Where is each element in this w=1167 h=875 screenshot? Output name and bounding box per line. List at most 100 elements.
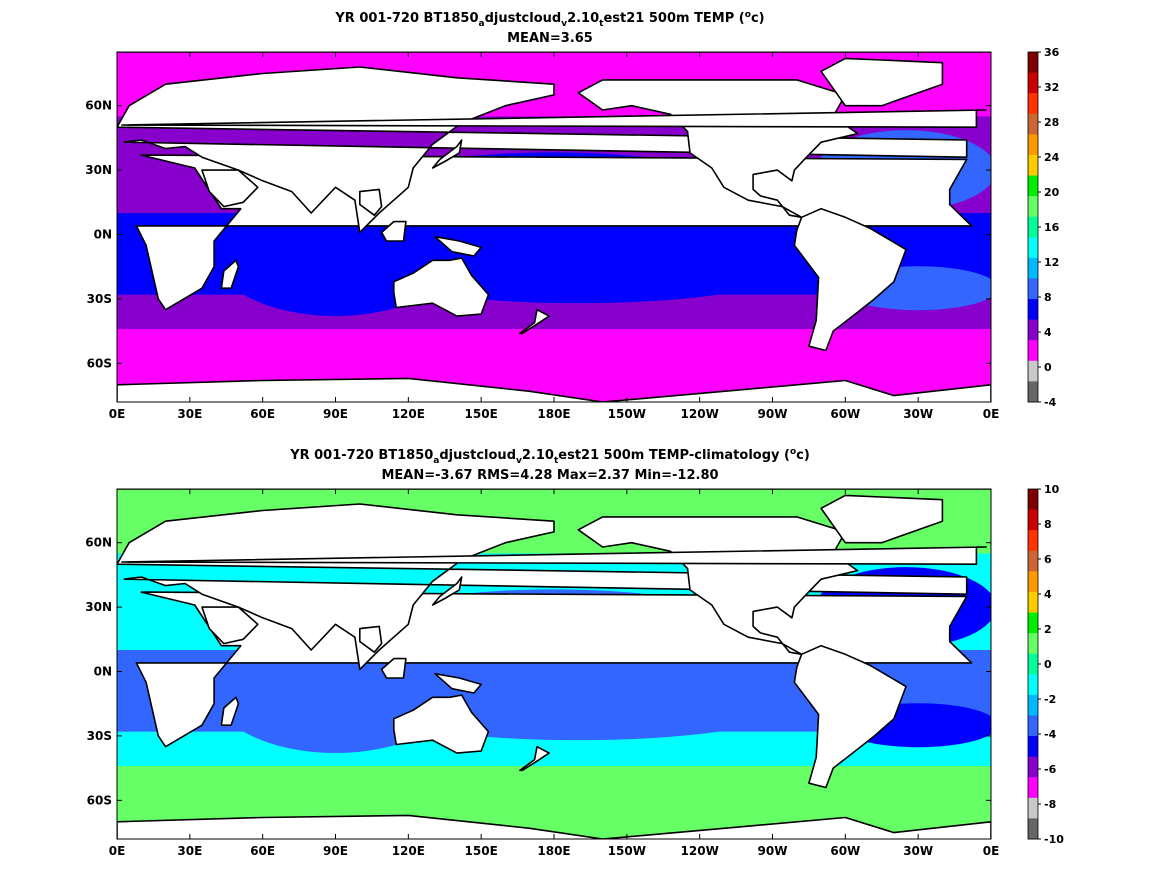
colorbar-swatch	[1028, 736, 1038, 758]
colorbar-tick-label: 16	[1044, 221, 1060, 234]
landmass-arctic	[117, 52, 991, 53]
colorbar-swatch	[1028, 299, 1038, 321]
colorbar-swatch	[1028, 509, 1038, 531]
colorbar-swatch	[1028, 591, 1038, 614]
landmass-nz	[519, 745, 550, 772]
y-tick-label: 0N	[94, 228, 112, 242]
y-tick-label: 30N	[85, 163, 112, 177]
landmass-borneo	[380, 657, 407, 679]
landmass-antarctica	[117, 377, 991, 402]
landmass-madagascar	[220, 259, 240, 290]
colorbar-tick-label: 36	[1044, 46, 1060, 59]
colorbar-swatch	[1028, 674, 1038, 696]
x-tick-label: 0E	[983, 844, 1000, 858]
colorbar-swatch	[1028, 530, 1038, 552]
colorbar-tick-label: 10	[1044, 483, 1060, 496]
map-bottom: 0E 30E 60E 90E 120E 150E 180E 150W 120W 90W 60W 30W…	[85, 483, 1064, 858]
colorbar-swatch	[1028, 134, 1038, 156]
colorbar-swatch	[1028, 571, 1038, 593]
y-tick-label: 60N	[85, 536, 112, 550]
y-tick-label: 60N	[85, 99, 112, 113]
landmass-japan	[431, 576, 463, 606]
landmass-greenland	[820, 57, 944, 107]
x-tick-label: 30E	[177, 407, 202, 421]
landmass-arabia	[201, 606, 259, 645]
landmass-indochina	[358, 188, 383, 216]
colorbar-tick-label: -4	[1044, 396, 1057, 409]
x-tick-label: 30E	[177, 844, 202, 858]
landmass-eurasia	[117, 66, 968, 234]
colorbar-tick-label: 2	[1044, 623, 1052, 636]
x-tick-label: 60E	[250, 407, 275, 421]
y-tick-label: 0N	[94, 665, 112, 679]
x-tick-label: 150W	[608, 844, 646, 858]
colorbar-swatch	[1028, 216, 1038, 238]
colorbar-tick-label: 12	[1044, 256, 1059, 269]
landmass-newguinea	[434, 235, 483, 257]
colorbar-tick-label: 0	[1044, 658, 1052, 671]
landmass-newguinea	[434, 672, 483, 694]
colorbar-tick-label: 0	[1044, 361, 1052, 374]
colorbar-tick-label: -8	[1044, 798, 1056, 811]
landmass-samerica	[793, 207, 907, 352]
colorbar-swatch	[1028, 612, 1038, 634]
panel-bottom: YR 001-720 BT1850adjustcloudv2.10test21 …	[0, 437, 1167, 875]
x-tick-label: 90E	[323, 407, 348, 421]
y-tick-label: 60S	[87, 356, 112, 370]
panel-top: YR 001-720 BT1850adjustcloudv2.10test21 …	[0, 0, 1167, 437]
colorbar-tick-label: 24	[1044, 151, 1060, 164]
colorbar-swatch	[1028, 381, 1038, 403]
colorbar-swatch	[1028, 715, 1038, 737]
x-tick-label: 150E	[465, 407, 498, 421]
colorbar-tick-label: 8	[1044, 291, 1052, 304]
panel-title: YR 001-720 BT1850adjustcloudv2.10test21 …	[290, 447, 810, 466]
map-top: 0E 30E 60E 90E 120E 150E 180E 150W 120W 90W 60W 30W…	[85, 46, 1060, 421]
colorbar-swatch	[1028, 154, 1038, 177]
y-tick-label: 30N	[85, 600, 112, 614]
colorbar-tick-label: 4	[1044, 326, 1052, 339]
colorbar-swatch	[1028, 489, 1038, 511]
colorbar-swatch	[1028, 797, 1038, 819]
colorbar-swatch	[1028, 633, 1038, 655]
colorbar-swatch	[1028, 278, 1038, 300]
x-tick-label: 120E	[392, 844, 425, 858]
x-tick-label: 30W	[903, 844, 933, 858]
landmass-eurasia	[117, 503, 968, 671]
landmass-samerica	[793, 644, 907, 789]
colorbar-swatch	[1028, 694, 1038, 716]
colorbar-tick-label: -10	[1044, 833, 1064, 846]
colorbar-tick-label: -6	[1044, 763, 1057, 776]
colorbar-swatch	[1028, 550, 1038, 572]
landmass-australia	[392, 694, 490, 754]
colorbar-swatch	[1028, 319, 1038, 341]
x-tick-label: 120E	[392, 407, 425, 421]
x-tick-label: 0E	[983, 407, 1000, 421]
panel-title: YR 001-720 BT1850adjustcloudv2.10test21 …	[335, 10, 765, 29]
y-tick-label: 30S	[87, 729, 112, 743]
colorbar-swatch	[1028, 360, 1038, 382]
colorbar-swatch	[1028, 196, 1038, 218]
landmass-borneo	[380, 220, 407, 242]
colorbar-tick-label: 20	[1044, 186, 1060, 199]
x-tick-label: 90E	[323, 844, 348, 858]
landmass-antarctica	[117, 814, 991, 839]
landmass-madagascar	[220, 696, 240, 727]
colorbar-swatch	[1028, 52, 1038, 74]
panel-stats: MEAN=3.65	[507, 31, 593, 46]
colorbar-tick-label: 28	[1044, 116, 1059, 129]
landmass-australia	[392, 257, 490, 317]
landmass-arctic	[117, 489, 991, 490]
x-tick-label: 120W	[681, 844, 719, 858]
landmass-uk	[121, 546, 987, 565]
x-tick-label: 0E	[109, 407, 126, 421]
landmass-japan	[431, 139, 463, 169]
x-tick-label: 60E	[250, 844, 275, 858]
colorbar-tick-label: 8	[1044, 518, 1052, 531]
x-tick-label: 120W	[681, 407, 719, 421]
x-tick-label: 30W	[903, 407, 933, 421]
landmass-arabia	[201, 169, 259, 208]
x-tick-label: 90W	[758, 407, 788, 421]
y-tick-label: 30S	[87, 292, 112, 306]
colorbar-tick-label: 4	[1044, 588, 1052, 601]
colorbar-swatch	[1028, 257, 1038, 279]
